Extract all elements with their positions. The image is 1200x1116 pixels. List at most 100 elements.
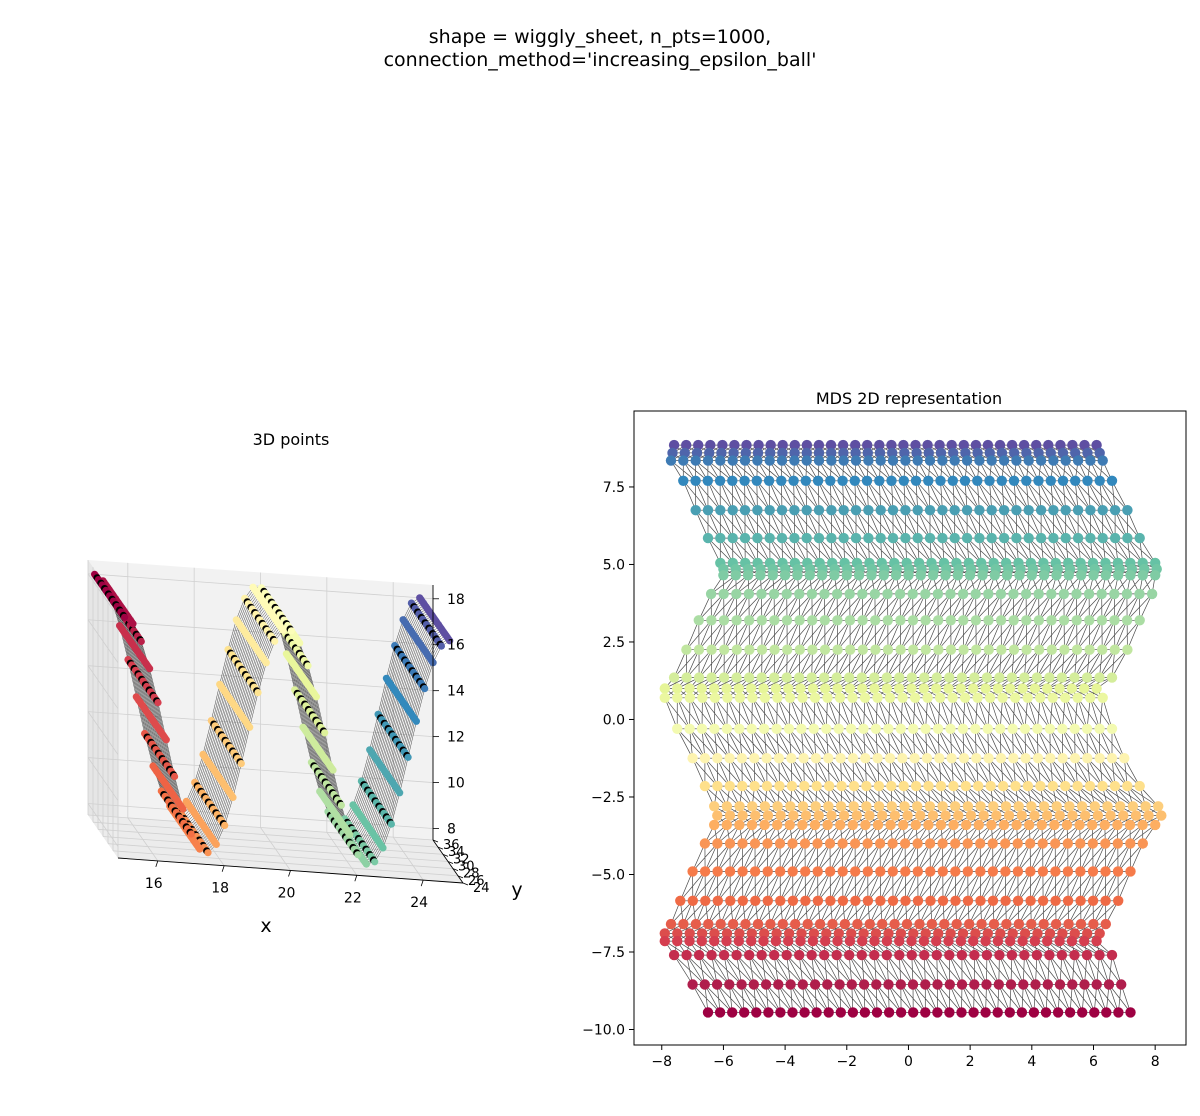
plot2d-point xyxy=(1000,895,1011,906)
plot2d-point xyxy=(826,455,837,466)
plot2d-point xyxy=(768,588,780,600)
plot2d-point xyxy=(898,439,909,451)
plot2d-point xyxy=(977,570,988,581)
plot2d-point xyxy=(875,532,886,544)
plot2d-point xyxy=(1097,505,1108,516)
plot2d-point xyxy=(872,753,883,764)
plot3d-ytick-label: 36 xyxy=(443,838,460,853)
plot2d-point xyxy=(996,475,1007,486)
plot2d-point xyxy=(758,935,769,947)
plot2d-point xyxy=(1012,895,1024,906)
plot2d-point xyxy=(777,918,788,930)
plot2d-point xyxy=(749,838,761,849)
plot2d-point xyxy=(853,570,865,581)
plot2d-point xyxy=(1056,672,1068,683)
plot2d-point xyxy=(775,1007,786,1018)
plot2d-point xyxy=(881,683,893,694)
plot2d-point xyxy=(1091,683,1102,694)
plot2d-point xyxy=(668,439,680,451)
plot2d-point xyxy=(984,692,996,703)
plot2d-point xyxy=(946,439,957,451)
plot3d-gridline-y xyxy=(107,843,454,870)
plot2d-point xyxy=(864,918,875,930)
plot2d-point xyxy=(1094,672,1105,683)
plot2d-point xyxy=(846,928,857,939)
plot2d-point xyxy=(822,979,833,990)
plot2d-point xyxy=(784,819,795,831)
plot2d-point xyxy=(1007,723,1018,734)
plot2d-point xyxy=(962,866,973,877)
plot3d-xtick-label: 16 xyxy=(145,876,163,892)
plot2d-point xyxy=(690,505,701,516)
plot3d-xtick-mark xyxy=(354,875,358,882)
plot2d-point xyxy=(1075,866,1086,877)
plot2d-point xyxy=(787,1007,798,1018)
plot2d-point xyxy=(1088,570,1099,581)
plot2d-point xyxy=(1062,866,1074,877)
plot2d-point xyxy=(956,979,968,990)
plot2d-point xyxy=(848,780,860,792)
plot2d-point xyxy=(1112,819,1123,831)
plot2d-point xyxy=(773,979,784,990)
plot2d-point xyxy=(822,819,833,831)
plot2d-point-row xyxy=(687,753,1130,764)
plot2d-point xyxy=(672,723,683,734)
plot2d-point xyxy=(838,505,849,516)
plot2d-point xyxy=(858,979,870,990)
plot3d-gridline-y xyxy=(112,850,459,877)
plot2d-point xyxy=(1134,532,1145,544)
plot2d-point xyxy=(1083,588,1095,600)
plot2d-point xyxy=(1109,644,1121,655)
plot2d-point xyxy=(672,935,683,947)
plot2d-point xyxy=(864,810,875,821)
plot2d-point xyxy=(734,928,745,939)
plot2d-point xyxy=(693,644,705,655)
plot3d-ytick-label: 26 xyxy=(468,874,485,889)
plot2d-point xyxy=(827,918,838,930)
plot2d-point xyxy=(931,949,942,961)
plot2d-point xyxy=(819,615,830,626)
plot2d-point xyxy=(737,810,748,821)
plot2d-point xyxy=(771,928,782,939)
plot2d-point-row xyxy=(668,949,1118,961)
plot2d-point xyxy=(783,935,794,947)
plot2d-point xyxy=(920,588,931,600)
plot2d-point xyxy=(1031,949,1043,961)
plot2d-point xyxy=(1099,819,1111,831)
plot2d-point xyxy=(1069,672,1080,683)
plot2d-point xyxy=(795,683,806,694)
plot2d-point xyxy=(998,819,1010,831)
plot2d-point xyxy=(1050,838,1061,849)
plot2d-point xyxy=(1047,692,1058,703)
plot2d-point xyxy=(1018,979,1029,990)
plot2d-point xyxy=(812,866,823,877)
plot2d-point xyxy=(659,935,670,947)
plot2d-point xyxy=(996,644,1007,655)
plot2d-point xyxy=(839,918,851,930)
plot2d-point xyxy=(1100,838,1111,849)
plot2d-point xyxy=(863,505,874,516)
plot2d-point xyxy=(824,780,835,792)
plot2d-point xyxy=(781,949,792,961)
plot3d-point xyxy=(387,820,395,828)
plot2d-point xyxy=(975,895,986,906)
plot2d-point xyxy=(987,866,999,877)
plot3d-point xyxy=(271,637,279,645)
plot3d-point xyxy=(154,699,162,707)
plot2d-point xyxy=(775,895,786,906)
plot2d-point xyxy=(825,895,836,906)
plot2d-point xyxy=(790,918,801,930)
plot2d-point xyxy=(712,838,723,849)
plot2d-point xyxy=(699,780,711,792)
plot2d-point xyxy=(1113,570,1124,581)
plot2d-point xyxy=(1026,801,1037,812)
plot3d-point xyxy=(379,844,387,852)
plot2d-point xyxy=(759,819,770,831)
plot2d-point-row xyxy=(702,1007,1136,1018)
plot2d-point xyxy=(986,455,997,466)
plot2d-ytick-label: 0.0 xyxy=(603,712,625,728)
plot2d-point xyxy=(1130,810,1142,821)
plot2d-point xyxy=(761,780,773,792)
plot2d-point xyxy=(1026,918,1037,930)
plot2d-point xyxy=(742,570,754,581)
